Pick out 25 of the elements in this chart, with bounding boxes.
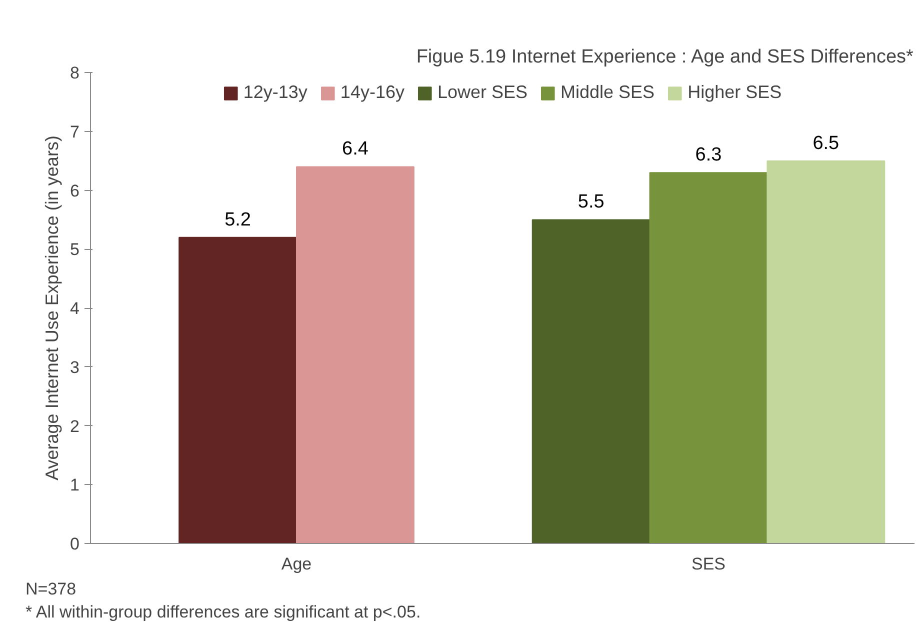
legend-label: 14y-16y (340, 82, 404, 103)
y-tick-label: 5 (70, 240, 80, 260)
y-tick-label: 1 (70, 476, 80, 495)
data-label: 6.5 (812, 132, 840, 154)
data-label: 5.2 (224, 209, 252, 230)
y-tick-label: 7 (70, 122, 80, 142)
legend-label: Lower SES (437, 82, 528, 103)
y-tick-label: 2 (70, 416, 80, 436)
legend-label: 12y-13y (243, 82, 308, 103)
y-tick-label: 8 (70, 64, 80, 82)
legend-label: Higher SES (688, 82, 782, 103)
text: N=378 (26, 580, 76, 598)
data-label: 6.4 (342, 138, 369, 160)
chart-title: Figue 5.19 Internet Experience : Age and SES Differences* (416, 46, 914, 68)
x-tick-label: SES (691, 554, 726, 574)
y-axis-title: Average Internet Use Experience (in years) (42, 136, 62, 480)
x-tick-label: Age (281, 554, 312, 574)
data-label: 6.3 (695, 144, 722, 166)
legend-label: Middle SES (560, 82, 655, 103)
y-tick-label: 3 (70, 358, 80, 377)
y-tick-label: 0 (70, 534, 80, 554)
y-tick-label: 6 (70, 181, 80, 200)
data-label: 5.5 (578, 192, 604, 213)
text: * All within-group differences are significant at p<.05. (26, 602, 421, 622)
y-tick-label: 4 (70, 299, 80, 318)
